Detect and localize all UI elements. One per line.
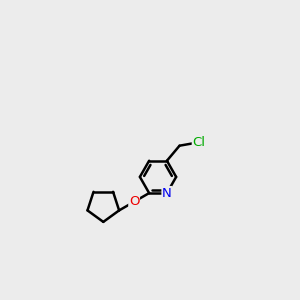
Text: N: N [162, 187, 172, 200]
Text: O: O [129, 195, 140, 208]
Text: Cl: Cl [192, 136, 206, 149]
